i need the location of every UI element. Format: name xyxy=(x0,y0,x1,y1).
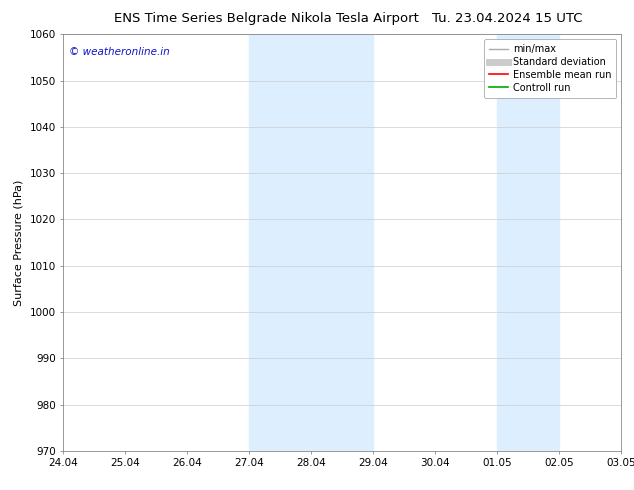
Text: © weatheronline.in: © weatheronline.in xyxy=(69,47,170,57)
Y-axis label: Surface Pressure (hPa): Surface Pressure (hPa) xyxy=(14,179,24,306)
Bar xyxy=(497,34,559,451)
Bar xyxy=(249,34,373,451)
Legend: min/max, Standard deviation, Ensemble mean run, Controll run: min/max, Standard deviation, Ensemble me… xyxy=(484,39,616,98)
Text: Tu. 23.04.2024 15 UTC: Tu. 23.04.2024 15 UTC xyxy=(432,12,583,25)
Text: ENS Time Series Belgrade Nikola Tesla Airport: ENS Time Series Belgrade Nikola Tesla Ai… xyxy=(114,12,418,25)
